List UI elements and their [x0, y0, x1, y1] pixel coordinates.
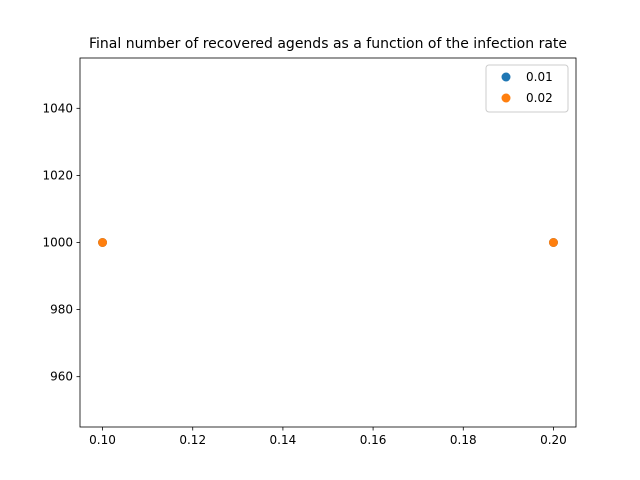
- y-tick-label: 1000: [42, 236, 73, 250]
- plot-frame: [79, 57, 577, 428]
- y-tick-label: 1020: [42, 168, 73, 182]
- data-points: [98, 238, 558, 247]
- x-axis: 0.10 0.12 0.14 0.16 0.18 0.20: [89, 427, 567, 447]
- legend: 0.01 0.02: [485, 64, 569, 113]
- legend-marker: [501, 72, 511, 82]
- series-1-point: [548, 238, 558, 247]
- y-tick-label: 960: [50, 370, 73, 384]
- x-tick-label: 0.16: [360, 433, 387, 447]
- x-tick-label: 0.18: [450, 433, 477, 447]
- legend-label: 0.01: [526, 70, 553, 84]
- x-tick-label: 0.10: [89, 433, 116, 447]
- y-tick-label: 1040: [42, 101, 73, 115]
- y-axis: 960 980 1000 1020 1040: [42, 101, 80, 384]
- series-1-point: [98, 238, 108, 247]
- legend-marker: [501, 93, 511, 103]
- legend-label: 0.02: [526, 91, 553, 105]
- y-tick-label: 980: [50, 303, 73, 317]
- chart-title: Final number of recovered agends as a fu…: [89, 36, 567, 52]
- plot-area: [79, 57, 577, 428]
- x-tick-label: 0.14: [270, 433, 297, 447]
- x-tick-label: 0.12: [179, 433, 206, 447]
- x-tick-label: 0.20: [540, 433, 567, 447]
